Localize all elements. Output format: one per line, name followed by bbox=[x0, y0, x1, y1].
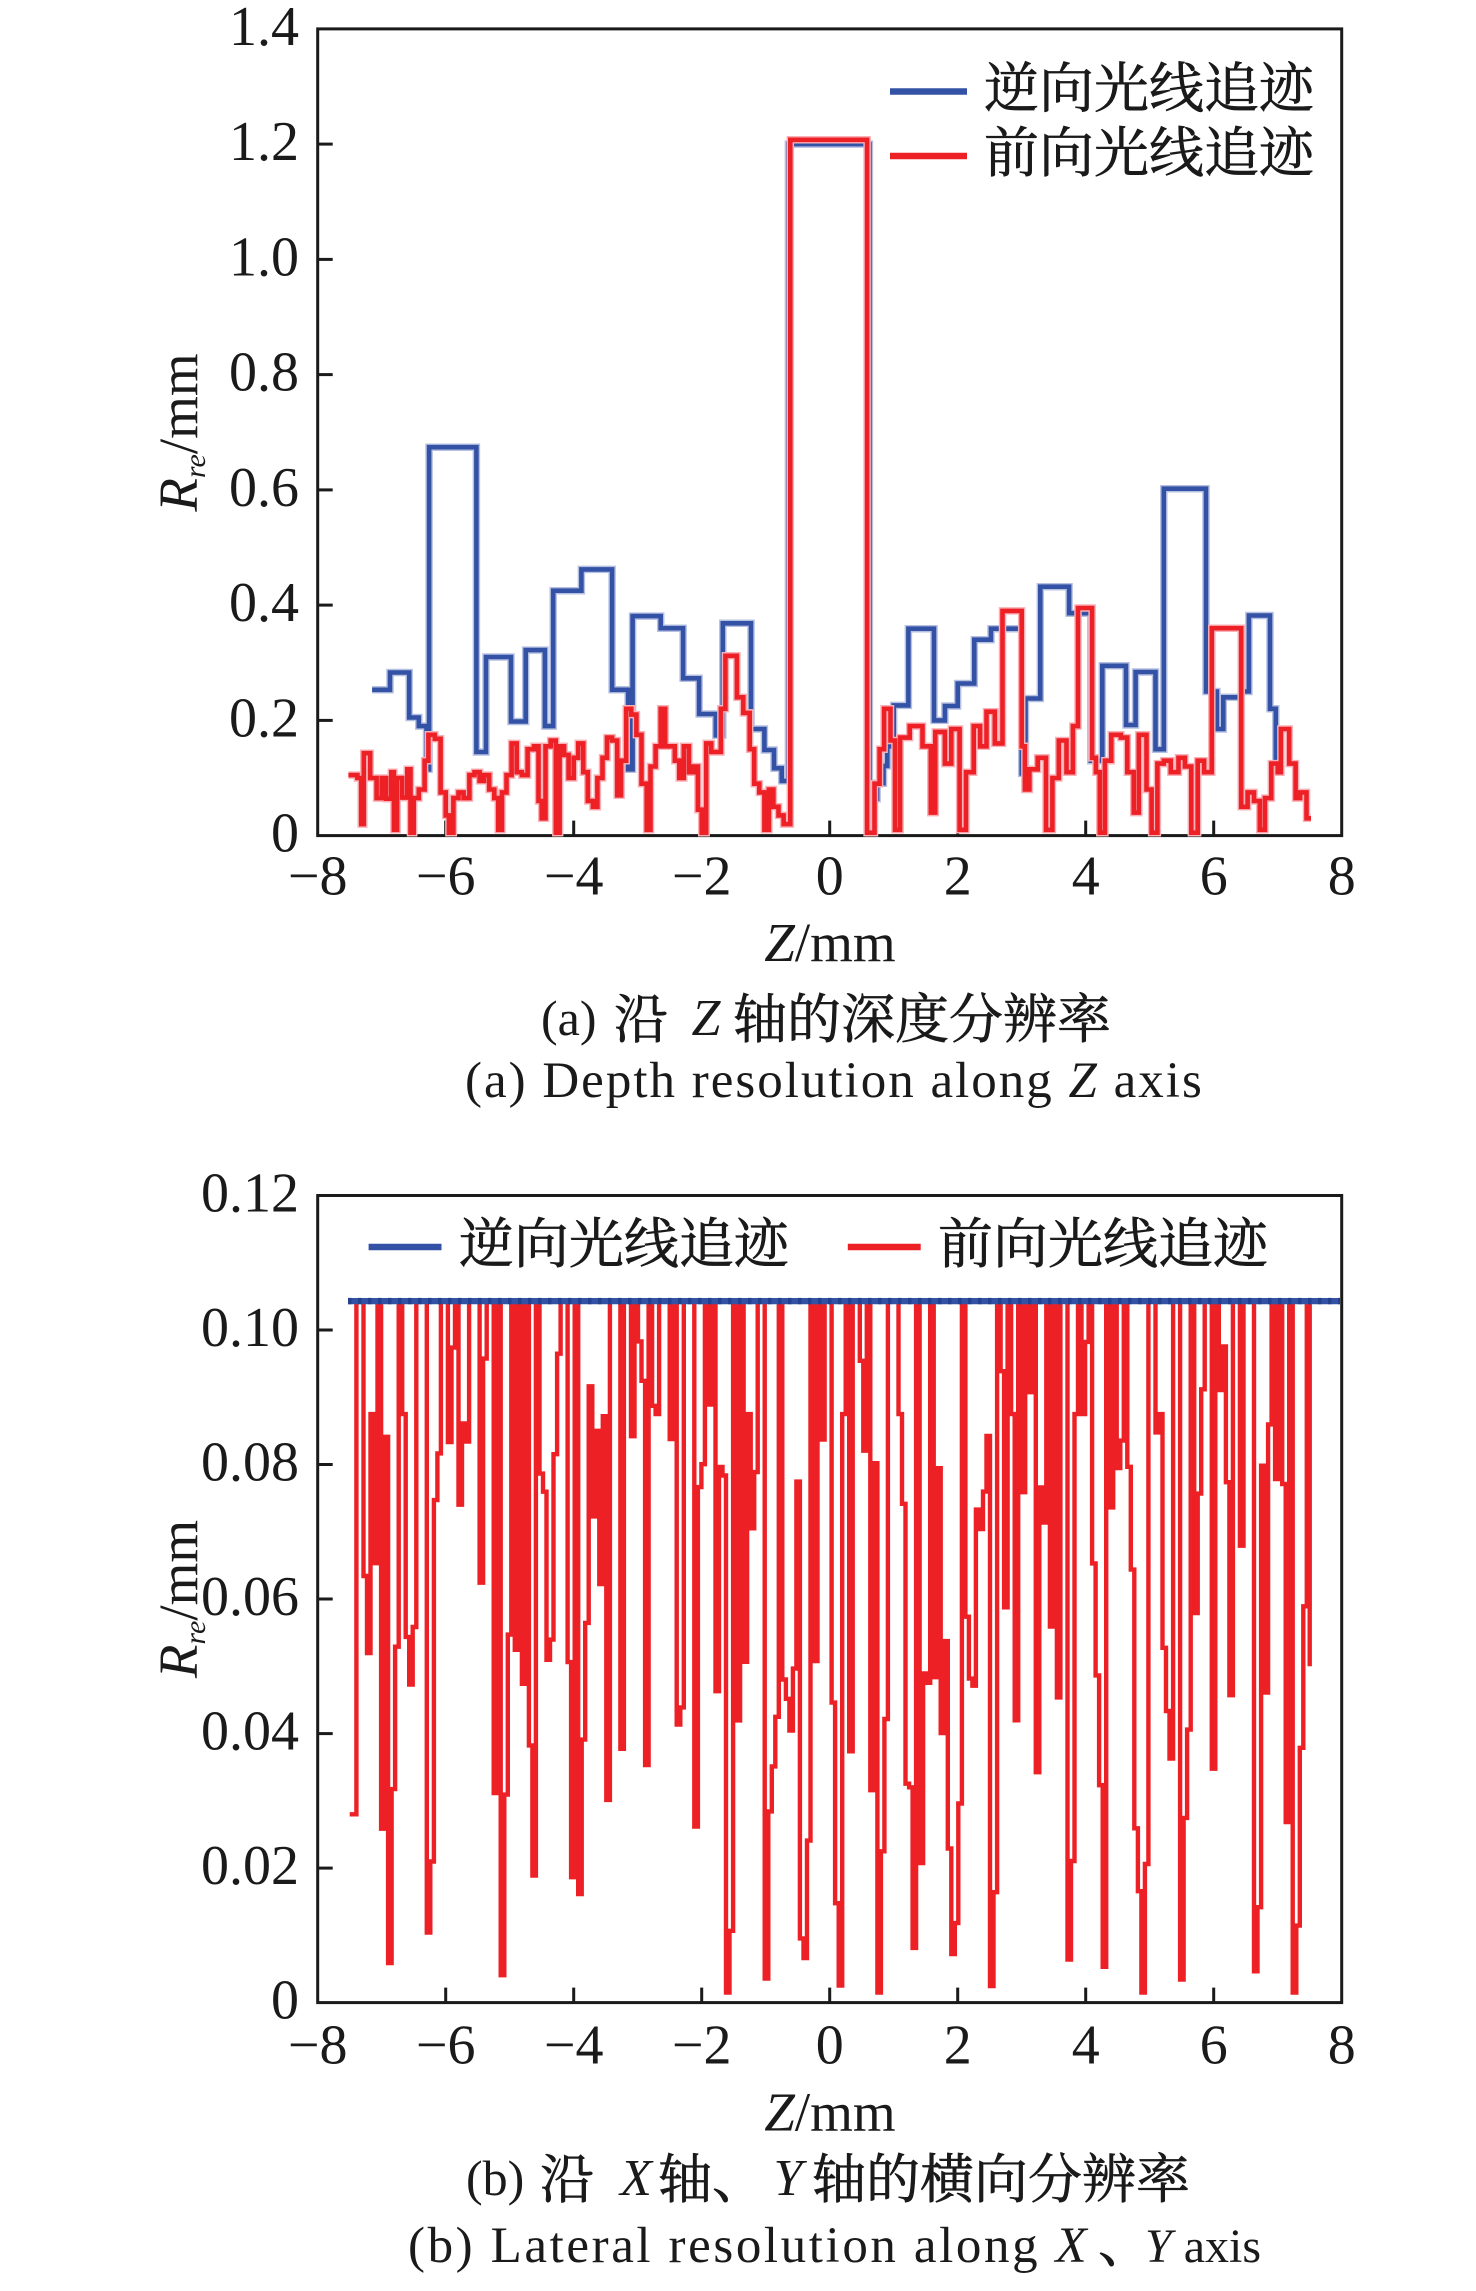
svg-text:−4: −4 bbox=[544, 846, 604, 908]
svg-text:8: 8 bbox=[1328, 846, 1356, 908]
svg-text:0.2: 0.2 bbox=[229, 687, 299, 749]
svg-text:(a) Depth resolution along Z a: (a) Depth resolution along Z axis bbox=[465, 1053, 1204, 1109]
svg-text:2: 2 bbox=[944, 846, 972, 908]
svg-text:0: 0 bbox=[271, 1970, 299, 2032]
svg-text:(a): (a) bbox=[541, 990, 597, 1046]
svg-text:Z/mm: Z/mm bbox=[764, 912, 895, 973]
svg-text:Rre/mm: Rre/mm bbox=[148, 1520, 212, 1679]
svg-text:1.2: 1.2 bbox=[229, 111, 299, 173]
svg-text:(b): (b) bbox=[466, 2150, 524, 2206]
svg-text:0.6: 0.6 bbox=[229, 457, 299, 519]
svg-text:0.4: 0.4 bbox=[229, 572, 299, 634]
svg-text:2: 2 bbox=[944, 2015, 972, 2077]
svg-text:6: 6 bbox=[1200, 2015, 1228, 2077]
svg-text:0.12: 0.12 bbox=[201, 1163, 299, 1225]
svg-text:(b) Lateral resolution along X: (b) Lateral resolution along X bbox=[408, 2218, 1089, 2274]
svg-text:0: 0 bbox=[816, 2015, 844, 2077]
svg-text:−2: −2 bbox=[672, 846, 732, 908]
svg-text:1.0: 1.0 bbox=[229, 226, 299, 288]
svg-text:Y: Y bbox=[774, 2150, 808, 2207]
svg-text:0.10: 0.10 bbox=[201, 1297, 299, 1359]
svg-text:6: 6 bbox=[1200, 846, 1228, 908]
svg-text:Z/mm: Z/mm bbox=[764, 2082, 895, 2143]
svg-text:−8: −8 bbox=[288, 846, 348, 908]
svg-text:−2: −2 bbox=[672, 2015, 732, 2077]
svg-text:4: 4 bbox=[1072, 846, 1100, 908]
svg-text:0.02: 0.02 bbox=[201, 1835, 299, 1897]
svg-text:0.8: 0.8 bbox=[229, 342, 299, 404]
svg-text:Y axis: Y axis bbox=[1145, 2220, 1261, 2273]
svg-text:4: 4 bbox=[1072, 2015, 1100, 2077]
svg-text:−6: −6 bbox=[416, 846, 476, 908]
svg-text:0.04: 0.04 bbox=[201, 1701, 299, 1763]
svg-text:8: 8 bbox=[1328, 2015, 1356, 2077]
svg-text:0: 0 bbox=[271, 803, 299, 865]
svg-text:0.08: 0.08 bbox=[201, 1432, 299, 1494]
svg-text:0: 0 bbox=[816, 846, 844, 908]
svg-text:Z: Z bbox=[692, 990, 722, 1047]
svg-text:0.06: 0.06 bbox=[201, 1566, 299, 1628]
svg-text:−8: −8 bbox=[288, 2015, 348, 2077]
svg-text:1.4: 1.4 bbox=[229, 0, 299, 58]
svg-text:−4: −4 bbox=[544, 2015, 604, 2077]
svg-text:X: X bbox=[618, 2150, 654, 2207]
svg-text:Rre/mm: Rre/mm bbox=[148, 353, 212, 512]
svg-text:−6: −6 bbox=[416, 2015, 476, 2077]
